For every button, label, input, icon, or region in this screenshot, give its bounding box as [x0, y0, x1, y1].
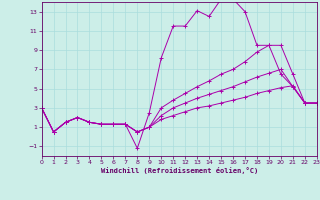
X-axis label: Windchill (Refroidissement éolien,°C): Windchill (Refroidissement éolien,°C) [100, 167, 258, 174]
